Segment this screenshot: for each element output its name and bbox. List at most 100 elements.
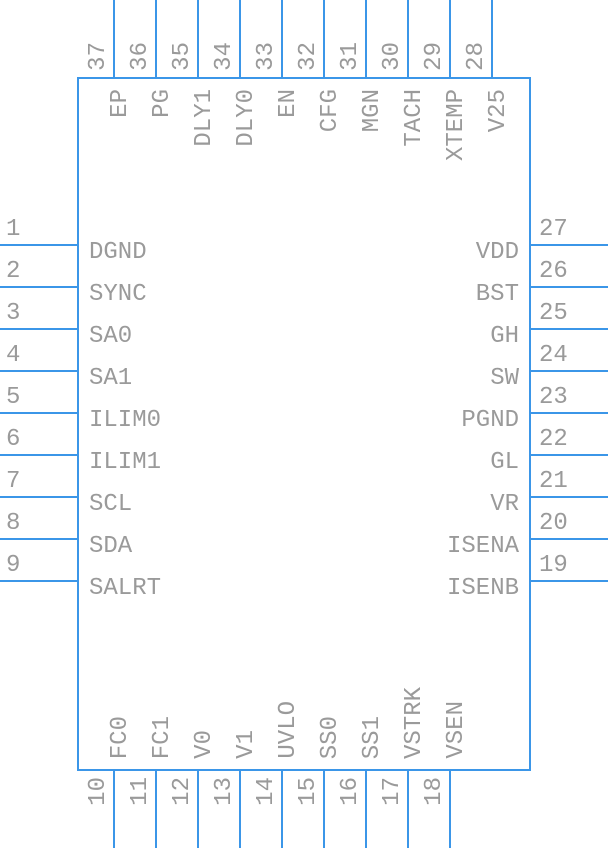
pin-line — [531, 328, 608, 330]
pin-line — [531, 496, 608, 498]
pin-label: ISENB — [447, 575, 519, 602]
pin-line — [449, 771, 451, 848]
pin-number: 7 — [6, 468, 20, 495]
pin-line — [323, 771, 325, 848]
pin-number: 34 — [211, 42, 238, 71]
pin-label: SALRT — [89, 575, 161, 602]
pin-line — [239, 0, 241, 77]
pin-line — [531, 454, 608, 456]
pin-label: FC1 — [149, 716, 176, 759]
pin-number: 11 — [127, 777, 154, 806]
pin-number: 23 — [539, 384, 568, 411]
pin-number: 26 — [539, 258, 568, 285]
pin-line — [531, 538, 608, 540]
pin-label: SYNC — [89, 281, 147, 308]
pin-number: 8 — [6, 510, 20, 537]
pin-line — [0, 496, 77, 498]
pin-label: GH — [490, 323, 519, 350]
pin-label: VDD — [476, 239, 519, 266]
pin-line — [281, 0, 283, 77]
pin-number: 32 — [295, 42, 322, 71]
pin-label: DLY0 — [233, 89, 260, 147]
pin-label: SA0 — [89, 323, 132, 350]
pin-number: 37 — [85, 42, 112, 71]
pin-label: SDA — [89, 533, 132, 560]
pin-number: 4 — [6, 342, 20, 369]
pin-label: SS1 — [359, 716, 386, 759]
pin-number: 12 — [169, 777, 196, 806]
pin-label: EN — [275, 89, 302, 118]
pin-label: SA1 — [89, 365, 132, 392]
pin-label: EP — [107, 89, 134, 118]
pin-number: 3 — [6, 300, 20, 327]
pin-number: 9 — [6, 552, 20, 579]
pin-label: UVLO — [275, 701, 302, 759]
pin-line — [281, 771, 283, 848]
pin-number: 1 — [6, 216, 20, 243]
pin-label: ILIM1 — [89, 449, 161, 476]
pin-label: V0 — [191, 730, 218, 759]
pin-line — [365, 0, 367, 77]
pin-number: 24 — [539, 342, 568, 369]
pin-line — [0, 412, 77, 414]
pin-number: 5 — [6, 384, 20, 411]
pin-number: 15 — [295, 777, 322, 806]
pin-label: VR — [490, 491, 519, 518]
pin-label: DGND — [89, 239, 147, 266]
pin-line — [449, 0, 451, 77]
pin-line — [531, 370, 608, 372]
pin-label: VSTRK — [401, 687, 428, 759]
pin-number: 13 — [211, 777, 238, 806]
pin-line — [197, 0, 199, 77]
pin-number: 18 — [421, 777, 448, 806]
pin-label: SS0 — [317, 716, 344, 759]
pin-number: 6 — [6, 426, 20, 453]
pin-number: 19 — [539, 552, 568, 579]
pin-line — [531, 286, 608, 288]
pin-label: VSEN — [443, 701, 470, 759]
pin-number: 30 — [379, 42, 406, 71]
pin-label: ISENA — [447, 533, 519, 560]
pin-line — [113, 0, 115, 77]
pin-number: 22 — [539, 426, 568, 453]
pin-line — [239, 771, 241, 848]
pin-line — [0, 286, 77, 288]
pin-number: 21 — [539, 468, 568, 495]
pin-line — [0, 370, 77, 372]
pin-label: DLY1 — [191, 89, 218, 147]
pin-label: XTEMP — [443, 89, 470, 161]
pin-number: 20 — [539, 510, 568, 537]
pin-number: 35 — [169, 42, 196, 71]
pin-number: 2 — [6, 258, 20, 285]
pin-label: MGN — [359, 89, 386, 132]
pin-line — [531, 580, 608, 582]
pin-line — [491, 0, 493, 77]
pin-line — [0, 454, 77, 456]
pin-label: BST — [476, 281, 519, 308]
pin-line — [365, 771, 367, 848]
pin-number: 36 — [127, 42, 154, 71]
pin-number: 10 — [85, 777, 112, 806]
pin-label: TACH — [401, 89, 428, 147]
pin-label: CFG — [317, 89, 344, 132]
pin-line — [531, 244, 608, 246]
pin-label: V1 — [233, 730, 260, 759]
pin-number: 17 — [379, 777, 406, 806]
pin-line — [113, 771, 115, 848]
pin-line — [531, 412, 608, 414]
pin-label: PGND — [461, 407, 519, 434]
pin-number: 27 — [539, 216, 568, 243]
pin-line — [0, 328, 77, 330]
pin-label: SW — [490, 365, 519, 392]
pin-line — [0, 538, 77, 540]
pin-label: FC0 — [107, 716, 134, 759]
pin-line — [0, 244, 77, 246]
pin-line — [0, 580, 77, 582]
pin-line — [407, 771, 409, 848]
pin-number: 33 — [253, 42, 280, 71]
pin-label: GL — [490, 449, 519, 476]
pin-line — [407, 0, 409, 77]
pin-number: 14 — [253, 777, 280, 806]
pin-label: SCL — [89, 491, 132, 518]
pin-label: V25 — [485, 89, 512, 132]
